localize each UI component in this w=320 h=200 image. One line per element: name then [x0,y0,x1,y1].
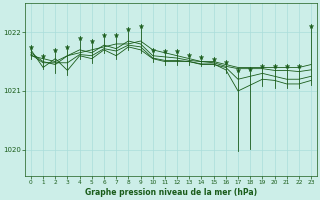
X-axis label: Graphe pression niveau de la mer (hPa): Graphe pression niveau de la mer (hPa) [85,188,257,197]
